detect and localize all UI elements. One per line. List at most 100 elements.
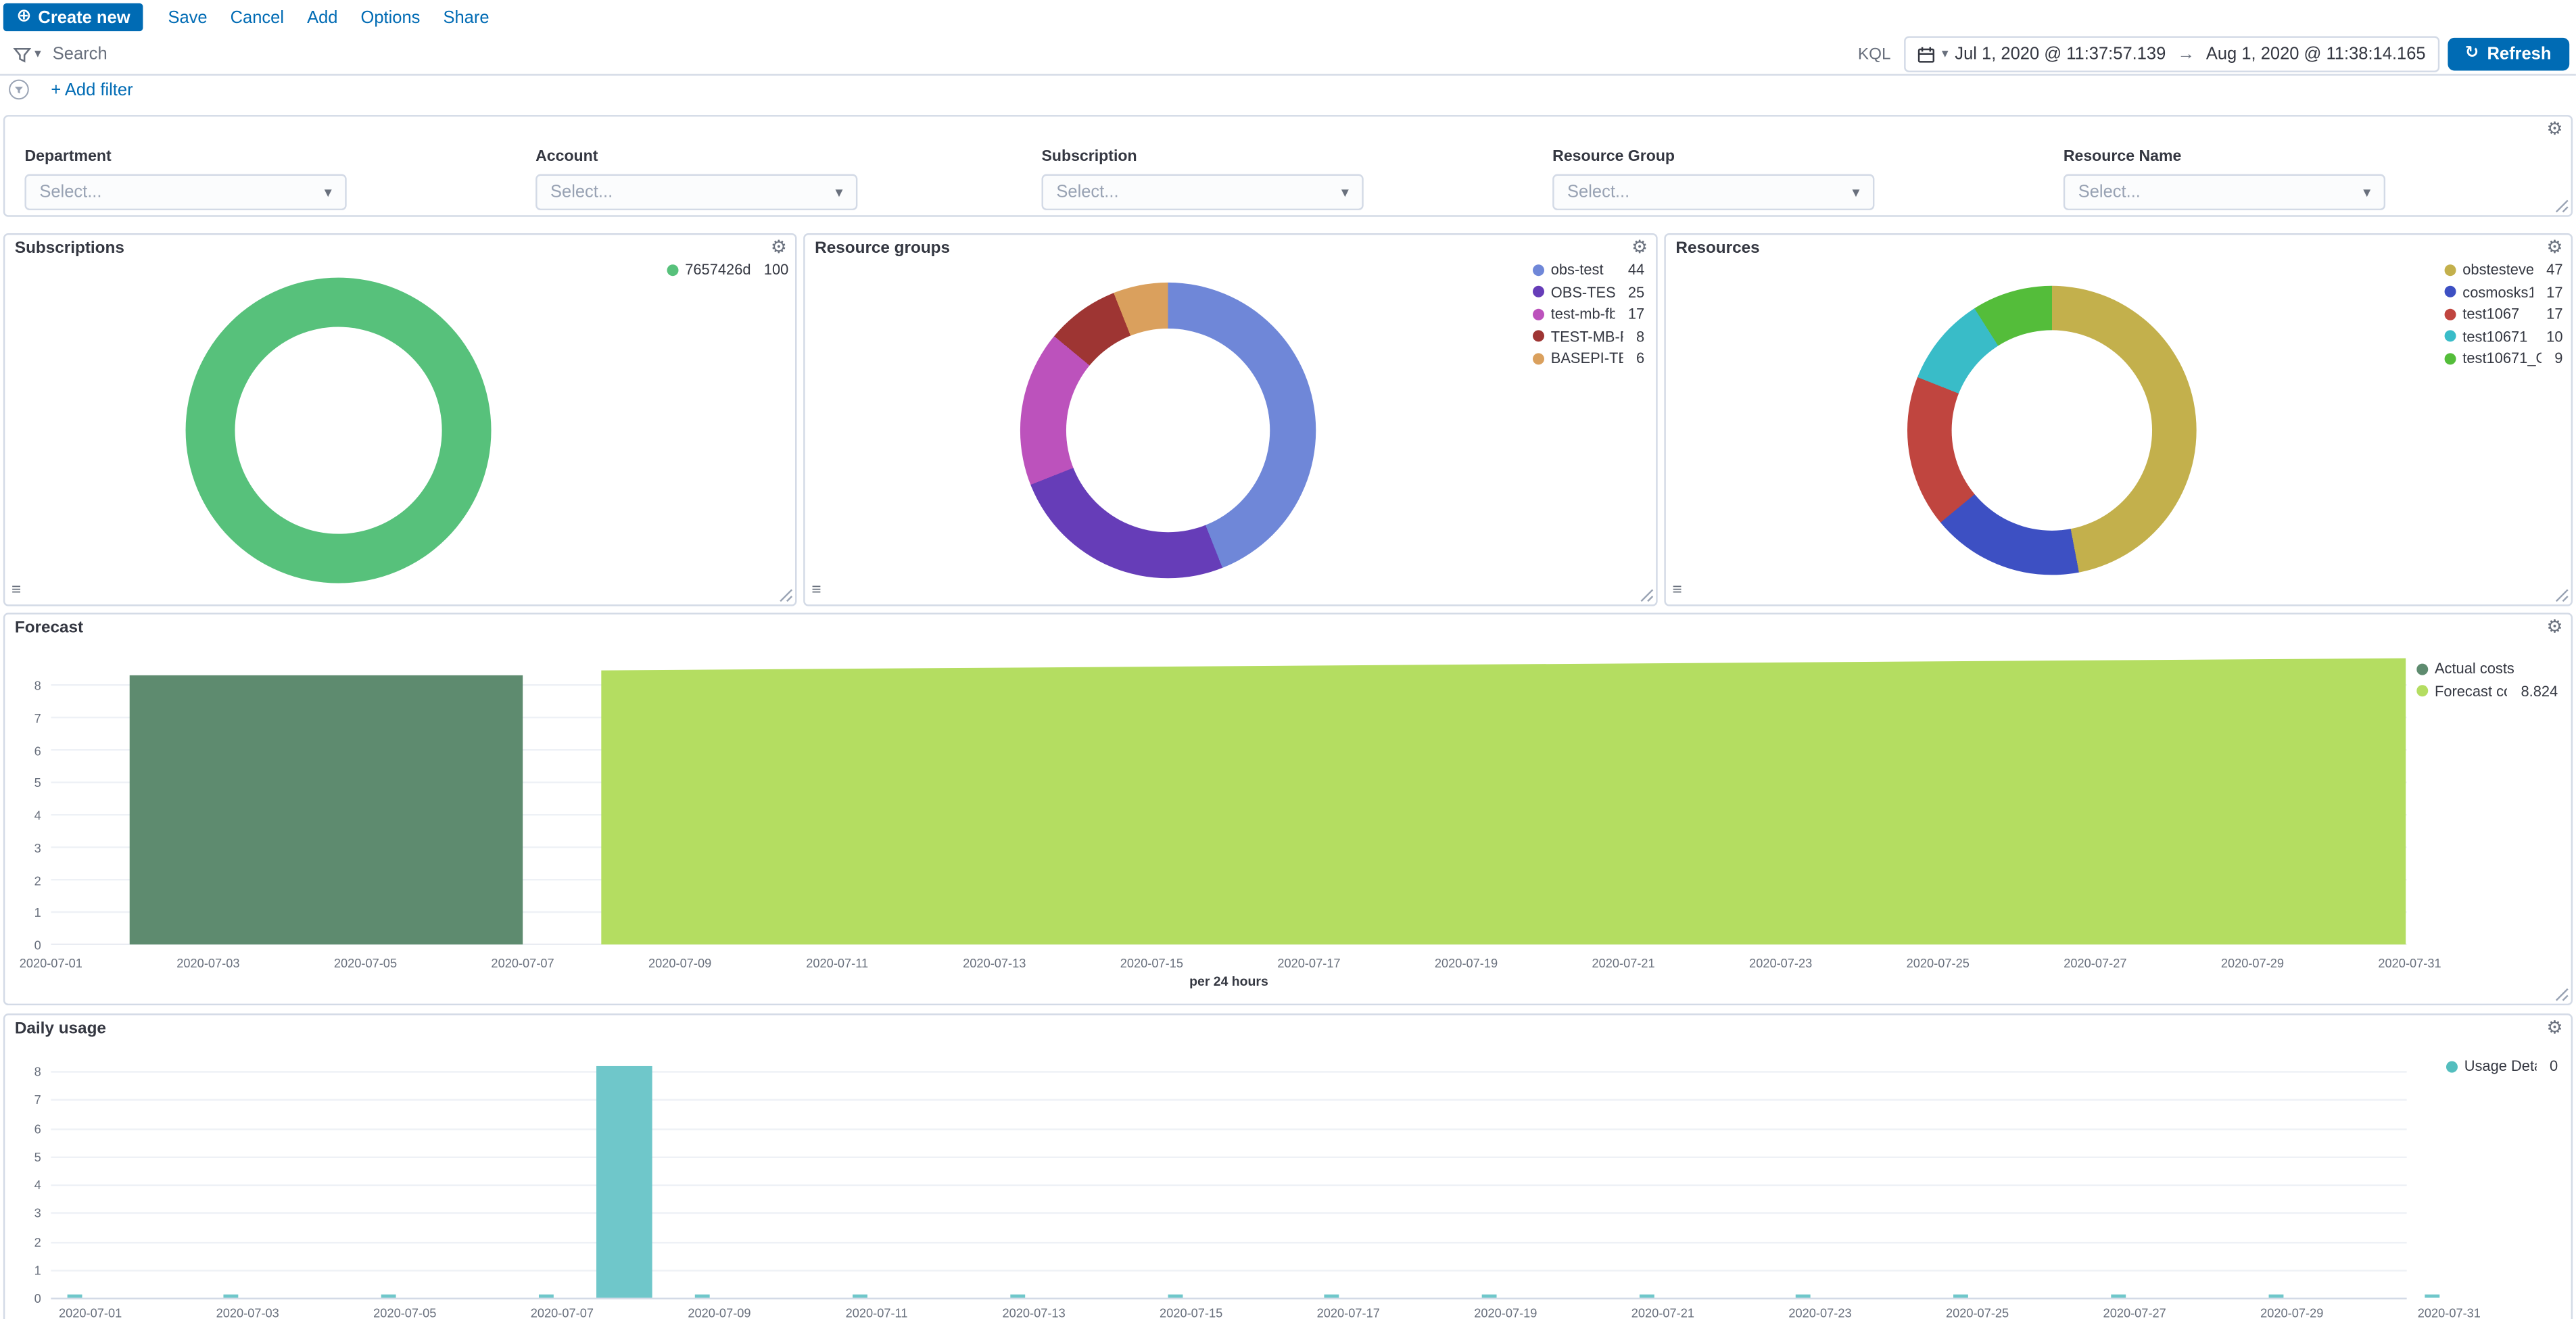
saved-query-menu-button[interactable]: ▾ — [5, 45, 49, 64]
usage-bar — [223, 1294, 239, 1298]
menu-item-add[interactable]: Add — [307, 7, 338, 28]
menu-item-options[interactable]: Options — [360, 7, 421, 28]
filter-label: Subscription — [1041, 147, 1137, 166]
legend-label: OBS-TEST — [1550, 283, 1615, 300]
panel-title: Subscriptions — [14, 239, 124, 258]
usage-bar — [2111, 1294, 2126, 1298]
date-from[interactable]: Jul 1, 2020 @ 11:37:57.139 — [1955, 44, 2166, 64]
x-axis-tick-label: 2020-07-01 — [59, 1305, 122, 1319]
legend-label: test1067 — [2462, 305, 2520, 322]
legend-item[interactable]: test1067 17 — [2444, 305, 2563, 322]
gridline — [51, 1184, 2407, 1186]
legend-item[interactable]: cosmosks1 17 — [2444, 283, 2562, 299]
legend-item[interactable]: OBS-TEST 25 — [1533, 283, 1644, 299]
legend-item[interactable]: BASEPI-TESTING 6 — [1533, 350, 1644, 366]
create-new-button[interactable]: ⊕ Create new — [3, 3, 144, 32]
plus-circle-icon: ⊕ — [16, 6, 32, 26]
panel-resize-handle[interactable] — [779, 588, 794, 603]
legend-toggle-icon[interactable]: ≡ — [1672, 581, 1682, 600]
legend-item[interactable]: Actual costs — [2416, 661, 2558, 677]
x-axis-tick-label: 2020-07-23 — [1749, 956, 1813, 972]
legend-item[interactable]: 7657426d-c4c3-44... 100 — [667, 261, 789, 278]
forecast-panel: Forecast ⚙ Actual costs Forecast costs 8.8… — [3, 613, 2573, 1006]
legend-value: 17 — [2546, 305, 2563, 322]
x-axis-tick-label: 2020-07-27 — [2064, 956, 2127, 972]
x-axis-tick-label: 2020-07-23 — [1788, 1305, 1852, 1319]
legend-item[interactable]: Usage Details 0 — [2446, 1058, 2558, 1074]
y-axis-tick-label: 0 — [34, 1291, 41, 1306]
legend-item[interactable]: test10671_OsDisk_1... 9 — [2444, 350, 2562, 366]
account-select[interactable]: Select... ▾ — [535, 174, 858, 211]
select-placeholder: Select... — [2078, 182, 2141, 202]
x-axis-tick-label: 2020-07-01 — [19, 956, 82, 972]
department-select[interactable]: Select... ▾ — [24, 174, 347, 211]
legend-value: 100 — [763, 261, 789, 278]
legend-value: 0 — [2550, 1057, 2558, 1075]
filter-funnel-icon — [13, 47, 32, 62]
subscription-select[interactable]: Select... ▾ — [1041, 174, 1364, 211]
panel-options-gear-icon[interactable]: ⚙ — [1631, 238, 1648, 258]
donut-hole — [1951, 330, 2153, 531]
legend-value: 6 — [1636, 350, 1645, 366]
legend-item[interactable]: test-mb-fb 17 — [1533, 306, 1644, 322]
add-filter-button[interactable]: + Add filter — [51, 79, 133, 100]
panel-resize-handle[interactable] — [1640, 588, 1654, 603]
resources-panel: Resources ⚙ obstesteventhubs 47 cosmosks1 1… — [1664, 233, 2573, 606]
panel-options-gear-icon[interactable]: ⚙ — [2546, 1018, 2563, 1038]
filter-controls-panel: ⚙ Department Select... ▾ Account Select.… — [3, 115, 2573, 217]
filter-group-department: Department Select... ▾ — [24, 148, 347, 211]
x-axis-tick-label: 2020-07-05 — [333, 956, 398, 972]
x-axis-tick-label: 2020-07-09 — [648, 956, 712, 972]
donut-hole — [1066, 328, 1270, 533]
resource-name-select[interactable]: Select... ▾ — [2063, 174, 2386, 211]
usage-bar — [596, 1065, 652, 1298]
refresh-button[interactable]: ↻ Refresh — [2447, 37, 2570, 71]
panel-options-gear-icon[interactable]: ⚙ — [2546, 617, 2563, 638]
x-axis-tick-label: 2020-07-29 — [2260, 1305, 2324, 1319]
date-picker[interactable]: ▾ Jul 1, 2020 @ 11:37:57.139 → Aug 1, 20… — [1903, 36, 2439, 72]
legend-toggle-icon[interactable]: ≡ — [811, 581, 821, 600]
menu-item-share[interactable]: Share — [443, 7, 490, 28]
legend-item[interactable]: TEST-MB-FB 8 — [1533, 328, 1644, 344]
legend-toggle-icon[interactable]: ≡ — [11, 581, 22, 600]
panel-options-gear-icon[interactable]: ⚙ — [770, 238, 787, 258]
legend-label: TEST-MB-FB — [1550, 327, 1623, 345]
filter-label: Resource Group — [1552, 147, 1675, 166]
legend-value: 8.824 — [2521, 682, 2558, 699]
legend-item[interactable]: obs-test 44 — [1533, 261, 1644, 278]
legend-item[interactable]: Forecast costs 8.824 — [2416, 683, 2558, 699]
legend-value: 25 — [1627, 283, 1645, 300]
legend-dot — [667, 263, 679, 275]
query-language-button[interactable]: KQL — [1857, 45, 1891, 64]
panel-resize-handle[interactable] — [2554, 588, 2569, 603]
resource-groups-donut-chart — [1020, 282, 1316, 579]
legend-dot — [2444, 285, 2456, 297]
panel-title: Resource groups — [815, 239, 951, 258]
panel-options-gear-icon[interactable]: ⚙ — [2546, 120, 2563, 140]
legend-dot — [1533, 330, 1545, 342]
search-input[interactable] — [49, 36, 1845, 72]
subscriptions-donut-chart — [185, 277, 492, 583]
filter-options-icon[interactable] — [8, 79, 30, 101]
resource-group-select[interactable]: Select... ▾ — [1552, 174, 1875, 211]
x-axis-tick-label: 2020-07-03 — [176, 956, 240, 972]
search-bar: ▾ KQL ▾ Jul 1, 2020 @ 11:37:57.139 → Aug… — [0, 34, 2576, 76]
legend-value: 10 — [2546, 327, 2563, 345]
legend-item[interactable]: obstesteventhubs 47 — [2444, 261, 2562, 278]
panel-options-gear-icon[interactable]: ⚙ — [2546, 238, 2563, 258]
panel-resize-handle[interactable] — [2554, 199, 2569, 214]
legend-item[interactable]: test10671 10 — [2444, 327, 2563, 345]
gridline — [51, 1128, 2407, 1130]
date-to[interactable]: Aug 1, 2020 @ 11:38:14.165 — [2205, 44, 2426, 64]
usage-bar — [1481, 1294, 1497, 1298]
chevron-down-icon: ▾ — [34, 46, 41, 61]
pie-charts-row: Subscriptions ⚙ 7657426d-c4c3-44... 100 ≡… — [3, 233, 2573, 606]
refresh-label: Refresh — [2487, 44, 2552, 64]
select-placeholder: Select... — [1567, 182, 1630, 202]
chart-legend: Usage Details 0 — [2446, 1058, 2558, 1080]
panel-resize-handle[interactable] — [2554, 987, 2569, 1002]
usage-bar — [853, 1294, 868, 1298]
menu-item-save[interactable]: Save — [168, 7, 208, 28]
menu-item-cancel[interactable]: Cancel — [230, 7, 285, 28]
